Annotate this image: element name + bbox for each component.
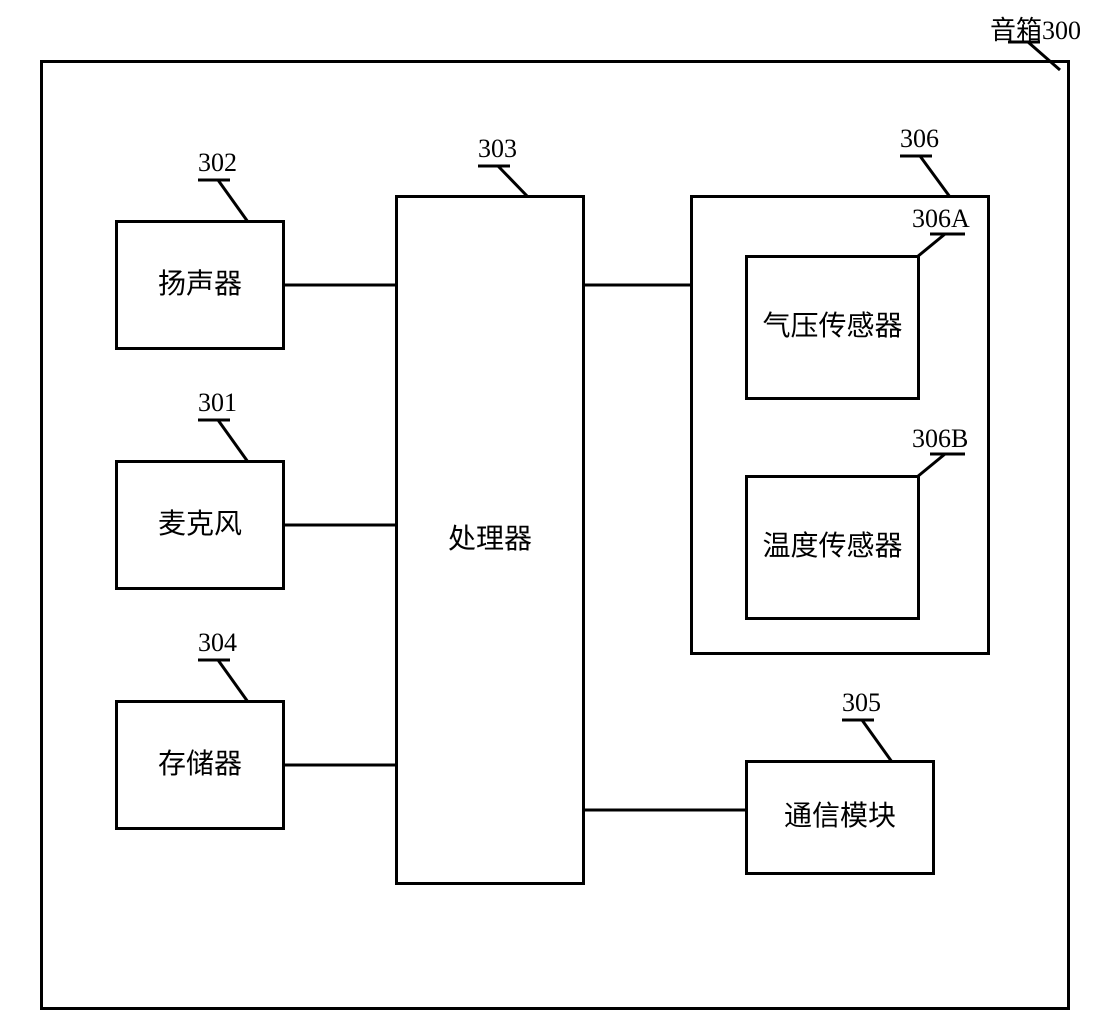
storage-box: 存储器 — [115, 700, 285, 830]
speaker-label: 扬声器 — [158, 267, 242, 303]
speaker-ref: 302 — [198, 148, 237, 178]
block-diagram: 音箱300 扬声器 302 麦克风 301 存储器 304 处理器 303 30… — [0, 0, 1104, 1022]
pressure-ref: 306A — [912, 204, 970, 234]
temp-ref: 306B — [912, 424, 968, 454]
storage-ref: 304 — [198, 628, 237, 658]
pressure-box: 气压传感器 — [745, 255, 920, 400]
processor-box: 处理器 — [395, 195, 585, 885]
speaker-box: 扬声器 — [115, 220, 285, 350]
comm-box: 通信模块 — [745, 760, 935, 875]
mic-ref: 301 — [198, 388, 237, 418]
sensor-group-ref: 306 — [900, 124, 939, 154]
temp-label: 温度传感器 — [763, 529, 903, 565]
comm-label: 通信模块 — [784, 799, 896, 835]
comm-ref: 305 — [842, 688, 881, 718]
storage-label: 存储器 — [158, 747, 242, 783]
mic-label: 麦克风 — [158, 507, 242, 543]
container-ref: 音箱300 — [990, 10, 1081, 47]
processor-label: 处理器 — [448, 522, 532, 558]
mic-box: 麦克风 — [115, 460, 285, 590]
pressure-label: 气压传感器 — [763, 309, 903, 345]
temp-box: 温度传感器 — [745, 475, 920, 620]
processor-ref: 303 — [478, 134, 517, 164]
